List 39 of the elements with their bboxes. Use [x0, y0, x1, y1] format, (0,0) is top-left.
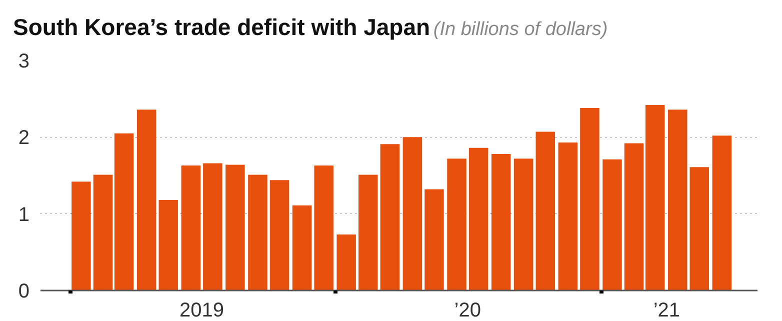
bar	[424, 189, 444, 290]
chart-title: South Korea’s trade deficit with Japan	[13, 14, 430, 40]
bar	[226, 164, 245, 290]
x-tick-label: 2019	[180, 300, 224, 321]
bar	[491, 154, 511, 290]
bar	[270, 180, 290, 290]
bar	[72, 182, 91, 290]
bar	[645, 104, 665, 290]
y-tick-label: 3	[18, 50, 30, 72]
bar	[248, 174, 268, 290]
bar	[292, 205, 312, 290]
bar	[668, 110, 688, 290]
bar	[602, 159, 622, 290]
bar	[93, 174, 113, 290]
bar	[203, 163, 222, 290]
bar	[447, 158, 466, 290]
bar	[158, 200, 178, 290]
bar	[580, 108, 600, 290]
bar	[380, 144, 400, 290]
bar	[468, 148, 488, 290]
bar	[358, 174, 378, 290]
bar	[624, 143, 644, 290]
bar	[136, 110, 156, 290]
bar	[536, 132, 556, 290]
bar	[514, 158, 534, 290]
bar	[712, 136, 732, 290]
bar	[690, 167, 710, 290]
y-tick-label: 2	[18, 127, 30, 150]
bar	[314, 166, 334, 290]
chart-subtitle: (In billions of dollars)	[433, 19, 608, 40]
bar	[181, 166, 200, 290]
bar	[114, 133, 134, 290]
y-tick-label: 0	[18, 280, 30, 302]
x-tick-label: ’21	[653, 300, 680, 321]
bar	[558, 142, 578, 290]
bar	[336, 234, 356, 290]
x-tick-label: ’20	[454, 300, 482, 321]
y-tick-label: 1	[18, 204, 30, 226]
bar	[402, 137, 422, 290]
